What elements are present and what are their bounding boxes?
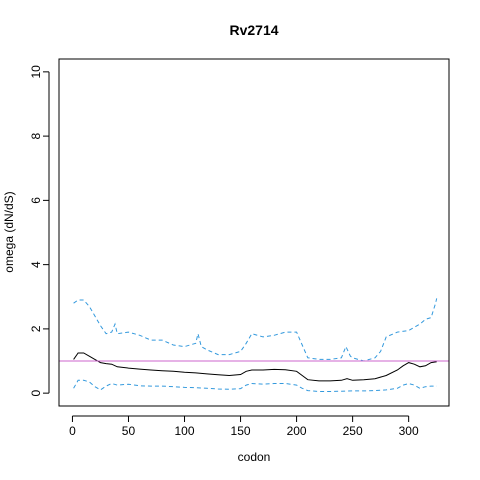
y-tick-label: 10 (29, 65, 43, 79)
y-tick-label: 0 (29, 389, 43, 396)
plot-frame (58, 58, 450, 407)
x-tick-label: 50 (122, 424, 136, 438)
x-tick-label: 150 (231, 424, 251, 438)
x-tick-label: 300 (399, 424, 419, 438)
chart-title: Rv2714 (229, 22, 278, 38)
x-axis-label: codon (238, 450, 271, 464)
y-tick-label: 2 (29, 325, 43, 332)
x-tick-label: 250 (343, 424, 363, 438)
upper-bound-line (73, 298, 438, 362)
plot-area: 0 50 100 150 200 250 300 0 2 4 6 8 10 (29, 58, 450, 438)
omega-estimate-line (73, 352, 437, 382)
y-tick-label: 4 (29, 261, 43, 268)
y-tick-label: 6 (29, 197, 43, 204)
y-axis-label: omega (dN/dS) (2, 191, 16, 272)
x-tick-label: 100 (175, 424, 195, 438)
x-tick-label: 200 (287, 424, 307, 438)
lower-bound-line (73, 379, 437, 392)
x-tick-label: 0 (69, 424, 76, 438)
y-tick-label: 8 (29, 132, 43, 139)
